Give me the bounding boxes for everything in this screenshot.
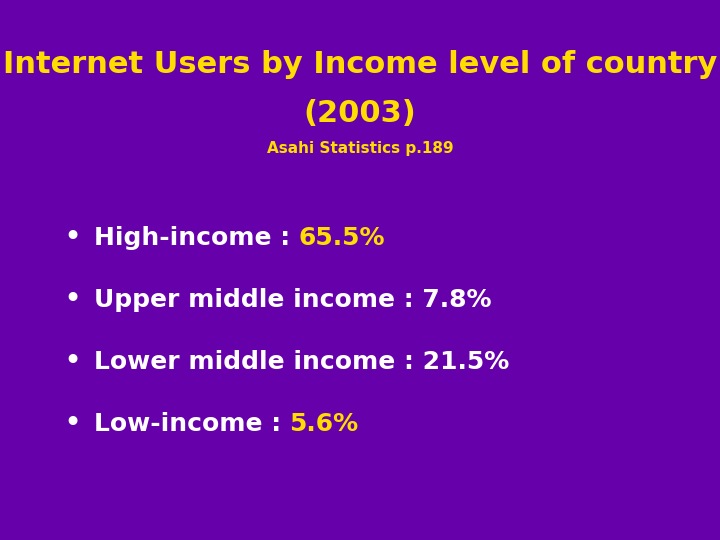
Text: Asahi Statistics p.189: Asahi Statistics p.189 bbox=[266, 141, 454, 156]
Text: •: • bbox=[63, 347, 81, 376]
Text: Lower middle income : 21.5%: Lower middle income : 21.5% bbox=[94, 350, 509, 374]
Text: •: • bbox=[63, 409, 81, 438]
Text: 65.5%: 65.5% bbox=[299, 226, 385, 249]
Text: Internet Users by Income level of country: Internet Users by Income level of countr… bbox=[3, 50, 717, 79]
Text: •: • bbox=[63, 223, 81, 252]
Text: Upper middle income : 7.8%: Upper middle income : 7.8% bbox=[94, 288, 491, 312]
Text: High-income :: High-income : bbox=[94, 226, 299, 249]
Text: Low-income :: Low-income : bbox=[94, 412, 289, 436]
Text: •: • bbox=[63, 285, 81, 314]
Text: (2003): (2003) bbox=[304, 99, 416, 128]
Text: 5.6%: 5.6% bbox=[289, 412, 359, 436]
